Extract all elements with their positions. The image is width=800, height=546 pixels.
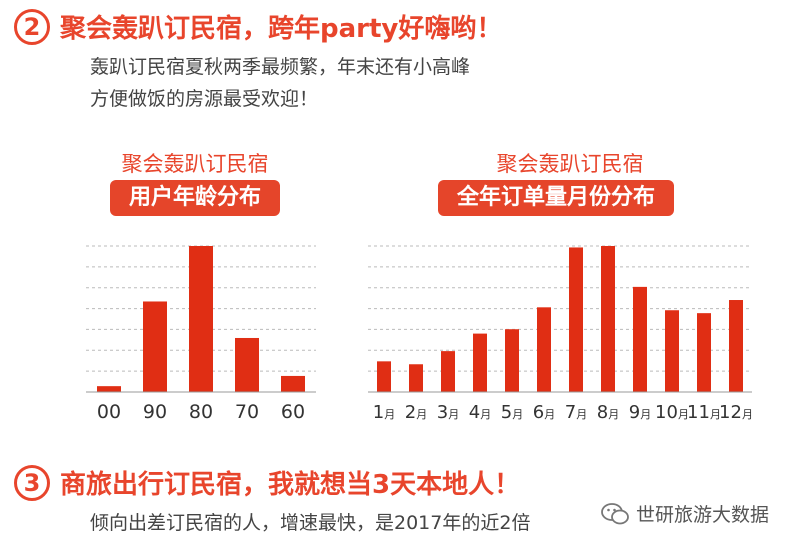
bar (569, 247, 583, 392)
bar (729, 300, 743, 392)
tick-label: 6月 (533, 402, 555, 423)
tick-label: 3月 (437, 402, 459, 423)
tick-label: 60 (281, 401, 305, 423)
section-2-desc-line1: 轰趴订民宿夏秋两季最频繁，年末还有小高峰 (90, 56, 471, 78)
bar (143, 301, 167, 392)
bar (697, 313, 711, 392)
section-3-desc: 倾向出差订民宿的人，增速最快，是2017年的近2倍 (90, 512, 531, 534)
right-chart-caption: 聚会轰趴订民宿 (496, 152, 644, 176)
bar (189, 246, 213, 392)
bar (281, 375, 305, 392)
tick-label: 2月 (405, 402, 427, 423)
bar (633, 286, 647, 392)
section-number-badge: 2 (14, 8, 50, 45)
bar (665, 310, 679, 392)
section-2-desc-line2: 方便做饭的房源最受欢迎！ (90, 88, 319, 110)
wechat-icon (601, 502, 629, 524)
section-number-badge: 3 (14, 464, 50, 501)
section-3-title: 商旅出行订民宿，我就想当3天本地人！ (60, 470, 521, 500)
bar (409, 364, 423, 392)
tick-label: 90 (143, 401, 167, 423)
tick-label: 1月 (373, 402, 395, 423)
bar (537, 307, 551, 392)
tick-label: 4月 (469, 402, 491, 423)
bar (601, 246, 615, 392)
tick-label: 11月 (687, 402, 721, 423)
bar (377, 361, 391, 392)
left-chart-title: 用户年龄分布 (110, 180, 280, 216)
section-2-title: 聚会轰趴订民宿，跨年party好嗨哟！ (60, 14, 503, 44)
brand-watermark: 世研旅游大数据 (600, 500, 769, 527)
tick-label: 10月 (655, 402, 689, 423)
section-2-header: 2 聚会轰趴订民宿，跨年party好嗨哟！ (14, 8, 502, 45)
brand-name: 世研旅游大数据 (636, 504, 770, 526)
right-chart-title: 全年订单量月份分布 (438, 180, 674, 216)
bar (505, 329, 519, 392)
tick-label: 12月 (719, 402, 753, 423)
tick-label: 9月 (629, 402, 651, 423)
bar (441, 351, 455, 392)
tick-label: 00 (97, 401, 121, 423)
tick-label: 5月 (501, 402, 523, 423)
bar (235, 337, 259, 392)
section-3-header: 3 商旅出行订民宿，我就想当3天本地人！ (14, 464, 520, 501)
tick-label: 70 (235, 401, 259, 423)
left-chart-caption: 聚会轰趴订民宿 (121, 152, 269, 176)
tick-label: 7月 (565, 402, 587, 423)
bar (473, 333, 487, 392)
tick-label: 8月 (597, 402, 619, 423)
tick-label: 80 (189, 401, 213, 423)
bar (97, 386, 121, 392)
